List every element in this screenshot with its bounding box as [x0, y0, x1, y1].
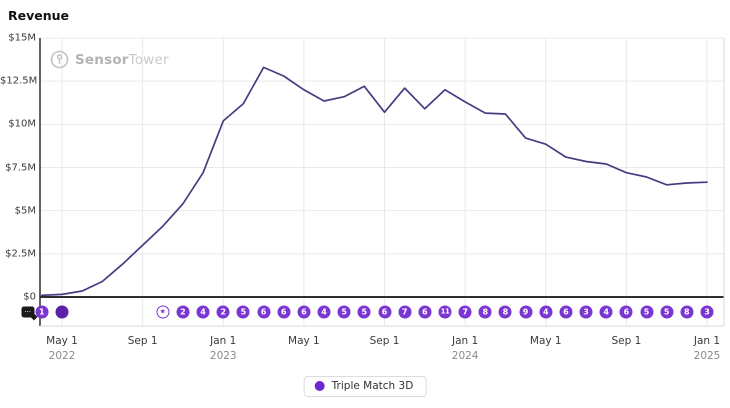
- note-marker-icon[interactable]: ⋯: [21, 306, 35, 318]
- update-count-marker[interactable]: 4: [196, 305, 210, 319]
- x-axis-tick-label: May 1: [288, 335, 320, 347]
- update-count-marker[interactable]: 4: [317, 305, 331, 319]
- update-count-marker[interactable]: 6: [277, 305, 291, 319]
- update-count-marker[interactable]: 4: [599, 305, 613, 319]
- y-axis-tick-label: $2.5M: [5, 248, 36, 260]
- legend-dot-icon: [314, 381, 325, 391]
- x-axis-tick-label: Jan 1 2025: [693, 335, 721, 362]
- update-count-marker[interactable]: 8: [680, 305, 694, 319]
- x-axis-tick-label: Sep 1: [369, 335, 400, 347]
- update-marker-dot[interactable]: [55, 305, 69, 319]
- y-axis-tick-label: $5M: [14, 205, 36, 217]
- update-count-marker[interactable]: 6: [297, 305, 311, 319]
- update-count-marker[interactable]: 4: [539, 305, 553, 319]
- update-count-marker[interactable]: 6: [418, 305, 432, 319]
- y-axis-tick-label: $10M: [8, 118, 36, 130]
- legend-label: Triple Match 3D: [331, 380, 414, 392]
- x-axis-tick-label: May 1: [529, 335, 562, 347]
- page-title: Revenue: [8, 8, 70, 23]
- update-count-marker[interactable]: 7: [458, 305, 472, 319]
- update-count-marker[interactable]: 6: [619, 305, 633, 319]
- update-count-marker[interactable]: 1: [35, 305, 49, 319]
- update-count-marker[interactable]: 8: [478, 305, 492, 319]
- update-count-marker[interactable]: 5: [660, 305, 674, 319]
- update-count-marker[interactable]: 3: [700, 305, 714, 319]
- axes: [39, 38, 725, 327]
- y-axis-tick-label: $12.5M: [0, 75, 38, 87]
- update-count-marker[interactable]: 2: [216, 305, 230, 319]
- x-axis-tick-label: Jan 1 2024: [451, 335, 479, 362]
- horizontal-gridlines: [40, 37, 724, 255]
- update-count-marker[interactable]: 6: [378, 305, 391, 319]
- x-axis-tick-label: Sep 1: [127, 335, 158, 347]
- update-count-marker[interactable]: 5: [337, 305, 351, 319]
- update-count-marker[interactable]: 2: [176, 305, 190, 319]
- update-count-marker[interactable]: 3: [579, 305, 593, 319]
- update-count-marker[interactable]: 7: [398, 305, 412, 319]
- update-count-marker[interactable]: 8: [498, 305, 512, 319]
- x-axis-tick-label: Jan 1 2023: [209, 335, 237, 362]
- update-count-marker[interactable]: 9: [519, 305, 533, 319]
- x-axis-tick-label: May 1 2022: [46, 335, 78, 362]
- x-axis-tick-label: Sep 1: [611, 335, 642, 347]
- release-star-marker[interactable]: ★: [156, 305, 170, 319]
- revenue-line: [40, 66, 708, 297]
- update-count-marker[interactable]: 5: [640, 305, 654, 319]
- vertical-gridlines: [61, 38, 708, 326]
- update-count-marker[interactable]: 5: [357, 305, 371, 319]
- update-count-marker[interactable]: 11: [438, 305, 452, 319]
- update-count-marker[interactable]: 5: [236, 305, 250, 319]
- y-axis-tick-label: $7.5M: [5, 162, 36, 173]
- update-count-marker[interactable]: 6: [257, 305, 271, 319]
- update-count-marker[interactable]: 6: [559, 305, 573, 319]
- y-axis-tick-label: $0: [23, 291, 36, 303]
- y-axis-tick-label: $15M: [8, 32, 36, 44]
- legend-chip[interactable]: Triple Match 3D: [303, 376, 427, 397]
